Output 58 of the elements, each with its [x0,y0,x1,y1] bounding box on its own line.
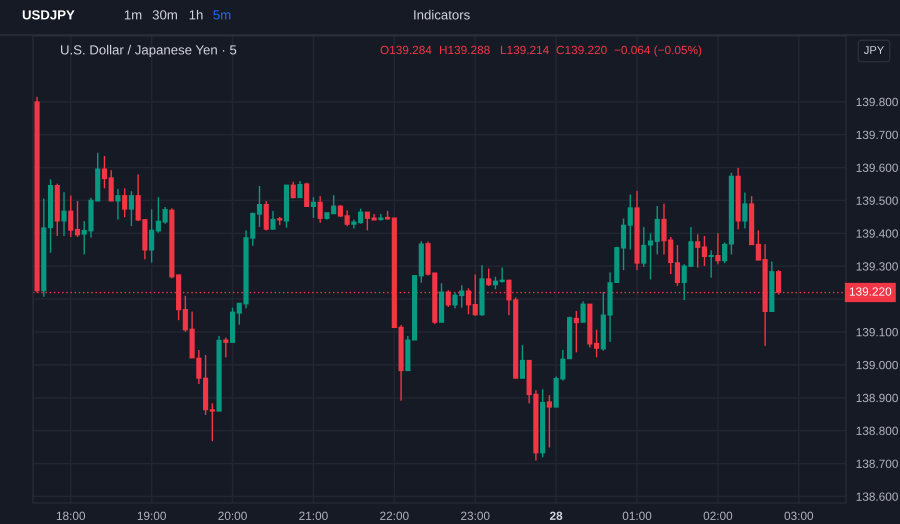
y-tick-label: 139.300 [856,262,898,271]
y-tick-label: 138.800 [856,426,898,436]
x-tick-label: 20:00 [218,512,247,520]
candlestick [546,394,552,448]
candlestick [574,310,579,354]
ref-line-label: 139.220 [850,287,892,296]
x-tick-label: 28 [550,512,562,520]
text: JPY [864,46,884,54]
text: 1h [190,10,202,20]
candlestick [708,250,714,278]
candlestick [520,344,525,380]
candlestick [270,210,276,230]
annotation: L139.214 [500,46,549,54]
candlestick [290,180,296,200]
y-tick-label: 139.000 [856,360,898,370]
x-tick-label: 22:00 [380,512,409,520]
candlestick [122,188,128,218]
x-tick-label: 03:00 [784,512,814,520]
y-tick-label: 139.600 [856,164,898,172]
candlestick [61,192,67,237]
y-tick-label: 139.700 [856,130,898,140]
text: Indicators [414,10,470,20]
x-tick-label: 01:00 [622,512,652,520]
candlestick [486,268,492,287]
x-tick-label: 19:00 [138,512,166,520]
annotation: −0.064 (−0.05%) [614,46,702,56]
text: 30m [152,10,177,20]
text: U.S. Dollar / Japanese Yen · 5 [61,44,236,58]
candlestick [149,208,154,264]
candlestick [742,192,748,230]
candlestick [715,232,720,265]
candlestick [304,182,310,208]
x-tick-label: 18:00 [56,512,86,520]
y-tick-label: 139.400 [856,229,898,238]
y-tick-label: 139.100 [856,328,898,336]
x-tick-label: 23:00 [461,512,490,520]
annotation: C139.220 [556,46,607,54]
candlestick [310,196,316,219]
y-tick-label: 138.900 [856,394,898,402]
annotation: H139.288 [440,46,490,54]
text: 1m [124,10,142,20]
y-tick-label: 139.800 [856,98,898,106]
y-tick-label: 139.500 [856,196,898,205]
candlestick [722,242,728,264]
candlestick [318,195,323,224]
y-tick-label: 138.600 [856,492,898,501]
x-tick-label: 02:00 [704,512,732,520]
candlestick [297,180,303,198]
y-tick-label: 138.700 [856,460,898,468]
candlestick [446,290,451,308]
text: USDJPY [22,10,75,20]
x-tick-label: 21:00 [299,512,328,520]
candlestick [223,336,228,358]
candlestick [115,188,121,220]
candlestick [580,300,586,324]
text: 5m [213,10,230,20]
annotation: O139.284 [380,46,432,54]
candlestick [128,190,134,227]
